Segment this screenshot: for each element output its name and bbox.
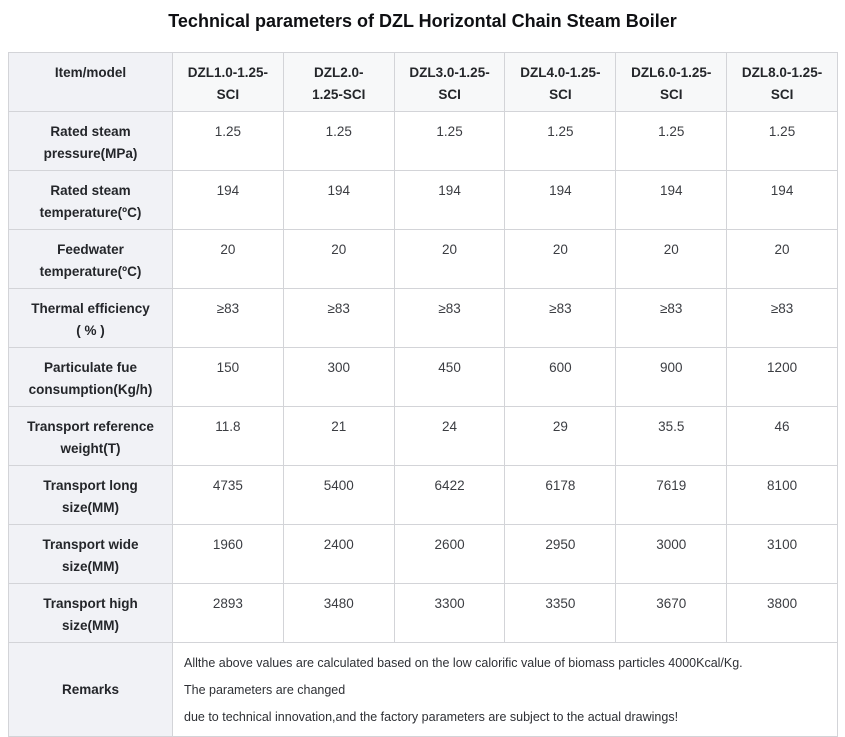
value-cell: 1.25 — [615, 111, 728, 171]
row-label: Rated steam temperature(ºC) — [8, 170, 173, 230]
remarks-label: Remarks — [8, 642, 173, 737]
value-cell: ≥83 — [615, 288, 728, 348]
value-cell: 5400 — [282, 465, 395, 525]
value-cell: 1200 — [726, 347, 838, 407]
value-cell: 194 — [726, 170, 838, 230]
table-row: Rated steam pressure(MPa) 1.25 1.25 1.25… — [8, 111, 838, 171]
value-cell: ≥83 — [282, 288, 395, 348]
header-model-cell: DZL2.0- 1.25-SCI — [282, 52, 395, 112]
value-cell: 3300 — [393, 583, 506, 643]
value-cell: 1960 — [172, 524, 284, 584]
value-cell: 150 — [172, 347, 284, 407]
value-cell: 4735 — [172, 465, 284, 525]
value-cell: 1.25 — [726, 111, 838, 171]
value-cell: 11.8 — [172, 406, 284, 466]
table-row: Transport wide size(MM) 1960 2400 2600 2… — [8, 524, 838, 584]
value-cell: 8100 — [726, 465, 838, 525]
value-cell: 6178 — [504, 465, 617, 525]
value-cell: 194 — [504, 170, 617, 230]
remarks-row: Remarks Allthe above values are calculat… — [8, 642, 838, 737]
row-label: Transport high size(MM) — [8, 583, 173, 643]
header-item-model-cell: Item/model — [8, 52, 173, 112]
header-model-cell: DZL1.0-1.25- SCI — [172, 52, 284, 112]
header-model-cell: DZL6.0-1.25- SCI — [615, 52, 728, 112]
page-title: Technical parameters of DZL Horizontal C… — [168, 11, 677, 31]
value-cell: 1.25 — [172, 111, 284, 171]
value-cell: 2950 — [504, 524, 617, 584]
table-row: Feedwater temperature(ºC) 20 20 20 20 20… — [8, 229, 838, 289]
value-cell: 7619 — [615, 465, 728, 525]
value-cell: 2893 — [172, 583, 284, 643]
row-label: Transport long size(MM) — [8, 465, 173, 525]
table-row: Transport long size(MM) 4735 5400 6422 6… — [8, 465, 838, 525]
header-model-cell: DZL8.0-1.25- SCI — [726, 52, 838, 112]
value-cell: 900 — [615, 347, 728, 407]
table-row: Particulate fue consumption(Kg/h) 150 30… — [8, 347, 838, 407]
value-cell: 194 — [615, 170, 728, 230]
value-cell: 194 — [282, 170, 395, 230]
value-cell: ≥83 — [504, 288, 617, 348]
value-cell: 20 — [504, 229, 617, 289]
table-row: Rated steam temperature(ºC) 194 194 194 … — [8, 170, 838, 230]
value-cell: 1.25 — [504, 111, 617, 171]
value-cell: ≥83 — [393, 288, 506, 348]
value-cell: 600 — [504, 347, 617, 407]
header-model-cell: DZL3.0-1.25- SCI — [393, 52, 506, 112]
value-cell: 6422 — [393, 465, 506, 525]
table-header-row: Item/model DZL1.0-1.25- SCI DZL2.0- 1.25… — [8, 52, 838, 112]
value-cell: 35.5 — [615, 406, 728, 466]
value-cell: 20 — [726, 229, 838, 289]
value-cell: ≥83 — [726, 288, 838, 348]
value-cell: 3350 — [504, 583, 617, 643]
value-cell: 3800 — [726, 583, 838, 643]
row-label: Rated steam pressure(MPa) — [8, 111, 173, 171]
row-label: Particulate fue consumption(Kg/h) — [8, 347, 173, 407]
table-row: Transport reference weight(T) 11.8 21 24… — [8, 406, 838, 466]
value-cell: 2600 — [393, 524, 506, 584]
value-cell: 3100 — [726, 524, 838, 584]
row-label: Transport wide size(MM) — [8, 524, 173, 584]
header-model-cell: DZL4.0-1.25- SCI — [504, 52, 617, 112]
table-row: Transport high size(MM) 2893 3480 3300 3… — [8, 583, 838, 643]
value-cell: ≥83 — [172, 288, 284, 348]
value-cell: 46 — [726, 406, 838, 466]
row-label: Transport reference weight(T) — [8, 406, 173, 466]
value-cell: 2400 — [282, 524, 395, 584]
value-cell: 450 — [393, 347, 506, 407]
value-cell: 20 — [615, 229, 728, 289]
value-cell: 194 — [172, 170, 284, 230]
value-cell: 20 — [393, 229, 506, 289]
table-row: Thermal efficiency ( % ) ≥83 ≥83 ≥83 ≥83… — [8, 288, 838, 348]
value-cell: 20 — [282, 229, 395, 289]
value-cell: 194 — [393, 170, 506, 230]
value-cell: 21 — [282, 406, 395, 466]
value-cell: 3480 — [282, 583, 395, 643]
remarks-text: Allthe above values are calculated based… — [172, 642, 838, 737]
value-cell: 3670 — [615, 583, 728, 643]
value-cell: 300 — [282, 347, 395, 407]
value-cell: 29 — [504, 406, 617, 466]
parameters-table: Item/model DZL1.0-1.25- SCI DZL2.0- 1.25… — [8, 52, 838, 737]
value-cell: 20 — [172, 229, 284, 289]
row-label: Feedwater temperature(ºC) — [8, 229, 173, 289]
value-cell: 1.25 — [282, 111, 395, 171]
value-cell: 1.25 — [393, 111, 506, 171]
row-label: Thermal efficiency ( % ) — [8, 288, 173, 348]
value-cell: 24 — [393, 406, 506, 466]
value-cell: 3000 — [615, 524, 728, 584]
